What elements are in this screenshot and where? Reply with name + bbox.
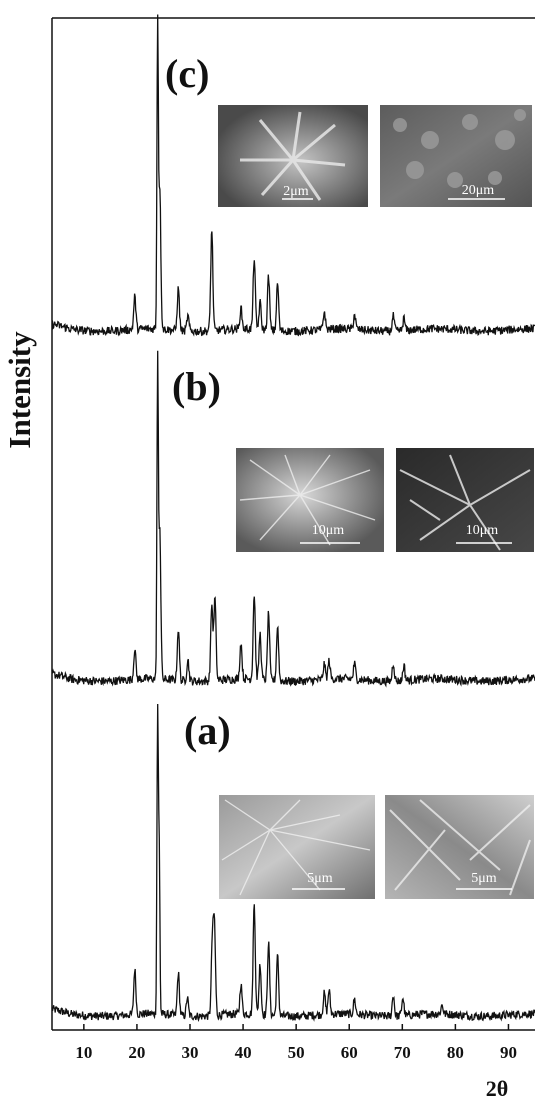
xrd-pattern-a bbox=[51, 703, 535, 1022]
sem-image-a-left: 5μm bbox=[219, 795, 375, 899]
x-tick-label: 20 bbox=[128, 1043, 145, 1062]
panel-label-b: (b) bbox=[172, 364, 221, 409]
sem-image-b-right: 10μm bbox=[396, 448, 534, 552]
x-tick-label: 90 bbox=[500, 1043, 517, 1062]
svg-text:2μm: 2μm bbox=[283, 184, 309, 199]
x-tick-label: 30 bbox=[182, 1043, 199, 1062]
x-tick-label: 80 bbox=[447, 1043, 464, 1062]
x-tick-label: 70 bbox=[394, 1043, 411, 1062]
svg-text:5μm: 5μm bbox=[471, 871, 497, 886]
y-axis-title: Intensity bbox=[2, 331, 37, 449]
sem-image-c-right: 20μm bbox=[380, 105, 532, 207]
x-ticks: 10 20 30 40 50 60 70 80 90 bbox=[75, 1024, 517, 1062]
xrd-pattern-b bbox=[51, 350, 535, 688]
sem-image-a-right: 5μm bbox=[385, 795, 534, 899]
panel-label-a: (a) bbox=[184, 708, 231, 753]
x-axis-title: 2θ bbox=[486, 1076, 508, 1101]
x-tick-label: 10 bbox=[75, 1043, 92, 1062]
sem-image-c-left: 2μm bbox=[218, 105, 368, 207]
sem-image-b-left: 10μm bbox=[236, 448, 384, 552]
xrd-pattern-c bbox=[51, 14, 535, 337]
x-tick-label: 60 bbox=[341, 1043, 358, 1062]
svg-text:10μm: 10μm bbox=[312, 523, 345, 538]
panel-label-c: (c) bbox=[165, 51, 209, 96]
svg-text:20μm: 20μm bbox=[462, 183, 495, 198]
x-tick-label: 40 bbox=[235, 1043, 252, 1062]
x-tick-label: 50 bbox=[288, 1043, 305, 1062]
svg-text:10μm: 10μm bbox=[466, 523, 499, 538]
svg-text:5μm: 5μm bbox=[307, 871, 333, 886]
